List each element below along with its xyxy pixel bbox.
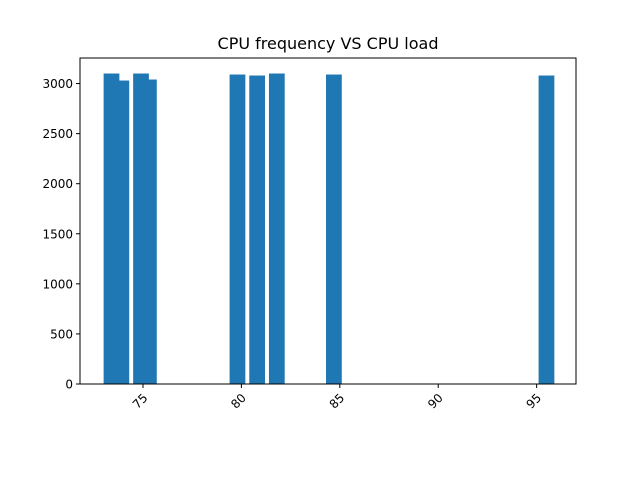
y-tick-label: 2000 [42,177,73,191]
bar-3 [141,79,157,384]
bar-5 [249,75,266,384]
bar-7 [326,74,342,384]
chart-title: CPU frequency VS CPU load [218,34,439,53]
bar-4 [229,74,246,384]
y-tick-label: 0 [65,378,73,392]
y-tick-label: 3000 [42,77,73,91]
y-tick-label: 1500 [42,227,73,241]
y-axis-ticks: 0 500 1000 1500 2000 2500 3000 [42,77,80,392]
plot-area-frame [79,57,577,385]
bar-8 [538,75,555,384]
bar-1 [113,80,130,384]
bar-6 [268,73,285,385]
y-tick-label: 500 [50,327,73,341]
bars-group [103,73,555,385]
y-tick-label: 2500 [42,127,73,141]
y-tick-label: 1000 [42,277,73,291]
